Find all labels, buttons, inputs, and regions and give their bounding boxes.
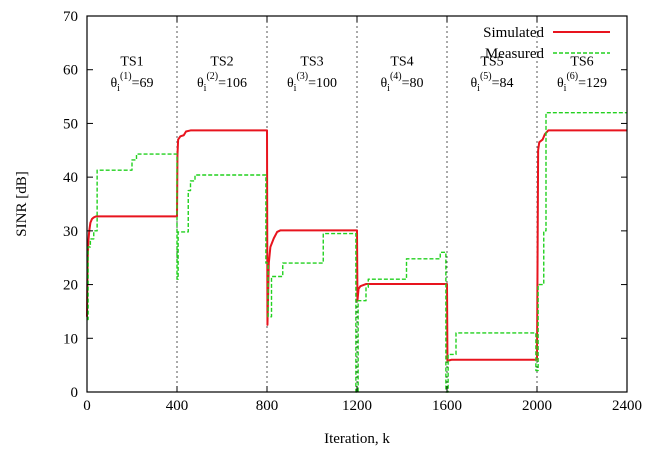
slot-theta-label: θi(6)=129 <box>557 71 607 94</box>
legend: Simulated Measured <box>483 25 610 62</box>
slot-theta-label: θi(5)=84 <box>470 71 513 94</box>
slot-label: TS5 <box>480 54 503 69</box>
x-tick-label: 800 <box>256 398 279 414</box>
series-line-measured <box>87 111 627 393</box>
slot-theta-label: θi(2)=106 <box>197 71 247 94</box>
slot-label: TS1 <box>120 54 143 69</box>
y-tick-label: 30 <box>63 224 78 240</box>
y-tick-label: 60 <box>63 63 78 79</box>
y-tick-label: 40 <box>63 170 78 186</box>
y-tick-label: 10 <box>63 331 78 347</box>
y-tick-label: 20 <box>63 278 78 294</box>
y-tick-label: 50 <box>63 116 78 132</box>
slot-theta-label: θi(4)=80 <box>380 71 423 94</box>
y-tick-label: 0 <box>71 385 79 401</box>
x-tick-label: 400 <box>166 398 189 414</box>
x-axis-title: Iteration, k <box>324 431 390 447</box>
slot-label: TS3 <box>300 54 323 69</box>
slot-theta-label: θi(3)=100 <box>287 71 337 94</box>
y-axis-title: SINR [dB] <box>14 171 30 236</box>
slot-labels: TS1 θi(1)=69 TS2 θi(2)=106 TS3 θi(3)=100 TS4 θi… <box>110 54 607 93</box>
x-tick-label: 1600 <box>432 398 462 414</box>
slot-label: TS2 <box>210 54 233 69</box>
slot-theta-label: θi(1)=69 <box>110 71 153 94</box>
x-tick-label: 0 <box>83 398 91 414</box>
x-tick-label: 2400 <box>612 398 642 414</box>
slot-label: TS6 <box>570 54 593 69</box>
slot-label: TS4 <box>390 54 413 69</box>
x-tick-label: 2000 <box>522 398 552 414</box>
series-group <box>86 111 627 393</box>
axis-ticks: 0 400 800 1200 1600 2000 2400 0 10 20 30 40 50 60 70 <box>63 9 642 414</box>
legend-label-simulated: Simulated <box>483 25 544 41</box>
legend-label-measured: Measured <box>485 46 545 62</box>
x-tick-label: 1200 <box>342 398 372 414</box>
y-tick-label: 70 <box>63 9 78 25</box>
series-line-simulated <box>86 129 627 362</box>
